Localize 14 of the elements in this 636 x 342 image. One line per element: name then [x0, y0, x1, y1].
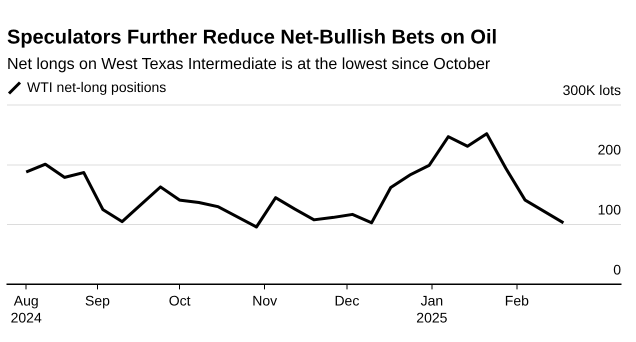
y-tick-label: 100: [598, 201, 622, 218]
x-tick-label: Nov: [252, 292, 278, 309]
legend-label: WTI net-long positions: [27, 78, 166, 95]
chart-title: Speculators Further Reduce Net-Bullish Bets on Oil: [7, 26, 498, 48]
x-tick-label: Feb: [504, 292, 530, 309]
chart-subtitle: Net longs on West Texas Intermediate is at the lowest since October: [7, 56, 491, 73]
x-tick-label: Jan 2025: [416, 292, 448, 326]
x-tick-label: Aug 2024: [10, 292, 42, 326]
x-tick-label: Oct: [168, 292, 191, 309]
y-tick-label: 0: [613, 261, 622, 278]
y-tick-label: 200: [598, 142, 622, 158]
y-tick-label: 300K lots: [562, 82, 621, 98]
x-tick-label: Dec: [334, 292, 360, 309]
x-tick-label: Sep: [84, 292, 110, 309]
